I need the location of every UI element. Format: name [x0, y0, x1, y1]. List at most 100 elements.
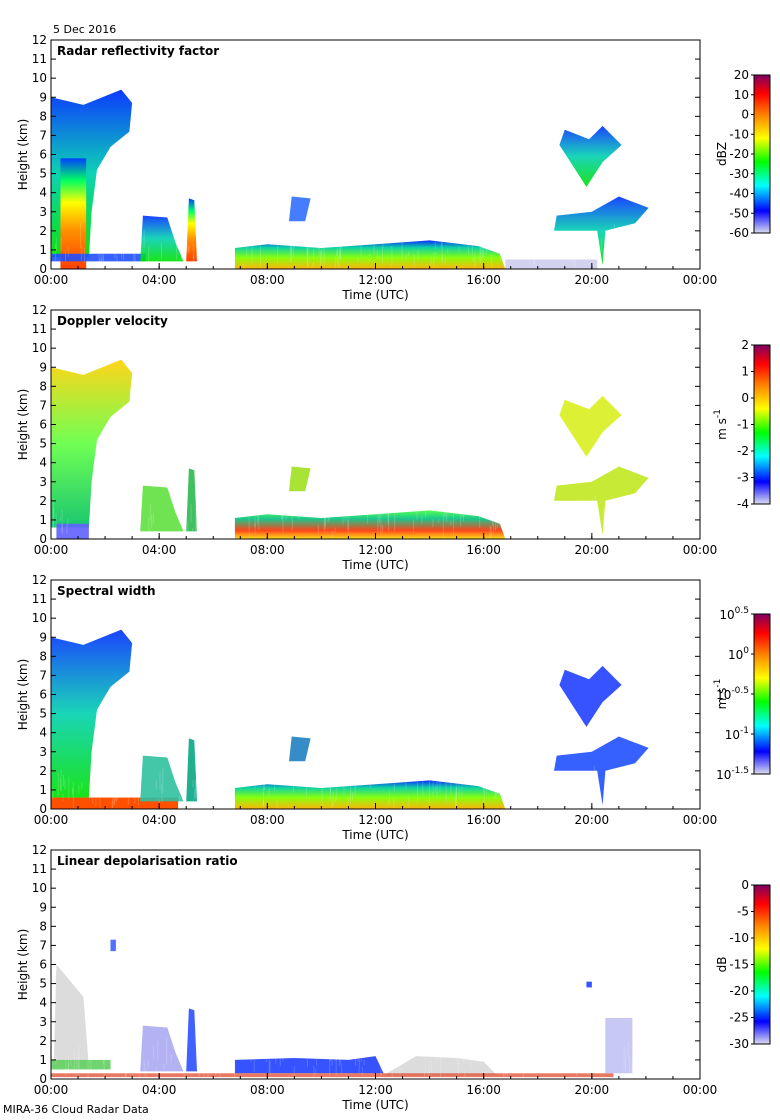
streak: [495, 782, 497, 799]
streak: [111, 773, 113, 798]
streak: [330, 1048, 332, 1061]
y-tick-label: 7: [39, 398, 47, 412]
streak: [103, 517, 105, 528]
streak: [341, 228, 343, 249]
streak: [67, 1062, 69, 1072]
colorbar-tick-label: -3: [737, 471, 749, 485]
streak: [230, 802, 232, 808]
streak: [556, 520, 558, 525]
streak: [600, 237, 602, 251]
echo-anvil-lower: [554, 196, 649, 266]
streak: [349, 492, 351, 519]
x-tick-label: 08:00: [250, 813, 285, 827]
width-anvil: [559, 665, 622, 727]
streak: [578, 779, 580, 805]
streak: [461, 512, 463, 517]
streak: [606, 247, 608, 262]
streak: [121, 1044, 123, 1062]
streak: [254, 767, 256, 789]
colorbar-tick-label: 10-0.5: [716, 686, 749, 702]
streak: [504, 803, 506, 808]
y-tick-label: 0: [39, 532, 47, 546]
streak: [330, 770, 332, 793]
streak: [586, 527, 588, 536]
streak: [65, 249, 67, 262]
streak: [120, 229, 122, 249]
streak: [482, 783, 484, 792]
streak: [305, 785, 307, 799]
streak: [184, 519, 186, 533]
streak: [75, 1056, 77, 1072]
streak: [130, 261, 132, 266]
streak: [497, 788, 499, 796]
streak: [474, 252, 476, 267]
streak: [155, 1066, 157, 1078]
x-axis-label: Time (UTC): [341, 558, 408, 572]
streak: [422, 776, 424, 796]
streak: [195, 507, 197, 534]
streak: [591, 774, 593, 801]
streak: [166, 1038, 168, 1065]
streak: [502, 1045, 504, 1057]
streak: [455, 784, 457, 809]
streak: [251, 243, 253, 264]
streak: [482, 242, 484, 259]
streak: [399, 1061, 401, 1068]
streak: [181, 793, 183, 802]
streak: [258, 510, 260, 530]
streak: [432, 519, 434, 528]
streak: [592, 789, 594, 794]
streak: [332, 792, 334, 807]
streak: [498, 771, 500, 792]
streak: [553, 253, 555, 259]
streak: [572, 258, 574, 263]
width-surface: [51, 797, 179, 809]
streak: [137, 521, 139, 531]
y-tick-label: 10: [32, 881, 47, 895]
streak: [149, 503, 151, 521]
streak: [252, 224, 254, 247]
streak: [341, 1064, 343, 1074]
streak: [515, 772, 517, 797]
streak: [404, 1032, 406, 1058]
y-axis-label: Height (km): [16, 929, 30, 1000]
x-tick-label: 04:00: [142, 273, 177, 287]
streak: [612, 495, 614, 521]
y-axis-label: Height (km): [16, 389, 30, 460]
streak: [626, 231, 628, 255]
streak: [279, 1054, 281, 1066]
streak: [382, 243, 384, 249]
streak: [290, 239, 292, 262]
streak: [161, 784, 163, 795]
streak: [187, 521, 189, 534]
streak: [211, 1053, 213, 1069]
streak: [357, 1040, 359, 1062]
streak: [507, 513, 509, 533]
streak: [248, 517, 250, 537]
streak: [338, 1039, 340, 1066]
streak: [533, 777, 535, 787]
x-axis-label: Time (UTC): [341, 1098, 408, 1112]
streak: [123, 237, 125, 261]
streak: [323, 244, 325, 267]
streak: [360, 231, 362, 257]
streak: [494, 520, 496, 531]
streak: [591, 498, 593, 525]
streak: [216, 1040, 218, 1061]
streak: [109, 510, 111, 519]
streak: [438, 518, 440, 523]
x-tick-label: 20:00: [575, 813, 610, 827]
streak: [211, 249, 213, 261]
streak: [535, 797, 537, 805]
streak: [490, 1052, 492, 1072]
streak: [102, 255, 104, 261]
streak: [522, 1057, 524, 1078]
y-tick-label: 10: [32, 71, 47, 85]
y-tick-label: 1: [39, 513, 47, 527]
streak: [339, 250, 341, 260]
streak: [70, 1059, 72, 1067]
streak: [627, 1042, 629, 1058]
streak: [201, 516, 203, 524]
streak: [357, 257, 359, 262]
streak: [457, 1048, 459, 1066]
